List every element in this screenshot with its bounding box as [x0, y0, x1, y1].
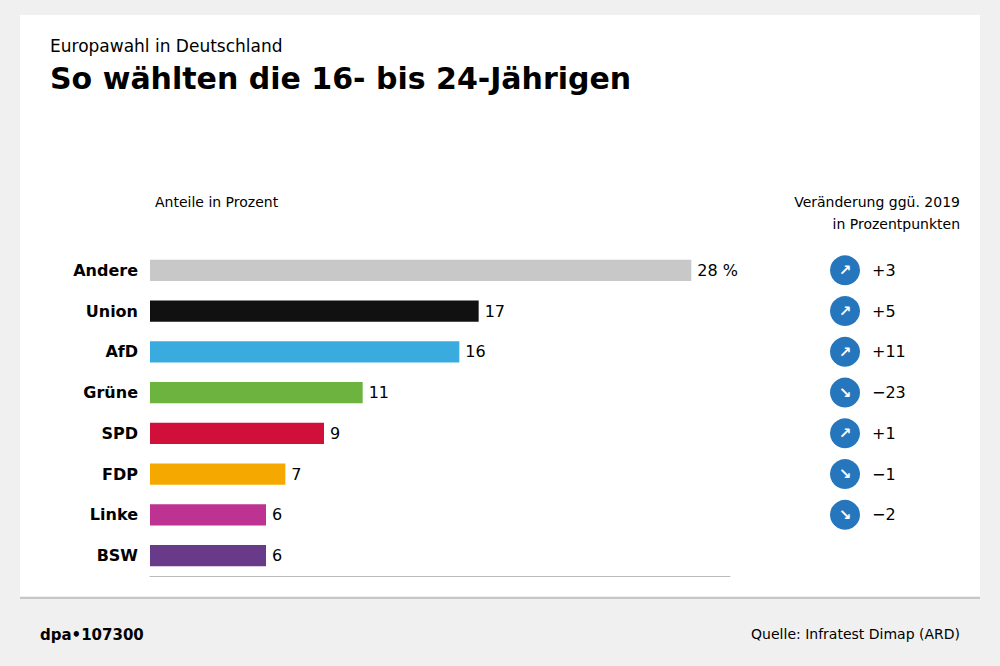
svg-text:So wählten die 16- bis 24-Jähr: So wählten die 16- bis 24-Jährigen [50, 61, 631, 96]
svg-text:↘: ↘ [839, 465, 852, 483]
svg-text:17: 17 [485, 302, 505, 321]
svg-text:28 %: 28 % [697, 261, 738, 280]
svg-text:16: 16 [465, 342, 485, 361]
svg-text:Linke: Linke [90, 505, 138, 524]
svg-text:Grüne: Grüne [83, 383, 138, 402]
svg-text:−1: −1 [872, 465, 896, 484]
svg-text:6: 6 [272, 546, 282, 565]
svg-text:−23: −23 [872, 383, 906, 402]
svg-text:11: 11 [369, 383, 389, 402]
svg-text:SPD: SPD [101, 424, 138, 443]
svg-text:Union: Union [86, 302, 138, 321]
svg-text:↗: ↗ [839, 302, 852, 320]
svg-text:Europawahl in Deutschland: Europawahl in Deutschland [50, 36, 283, 56]
svg-text:+1: +1 [872, 424, 896, 443]
svg-text:↗: ↗ [839, 424, 852, 442]
svg-text:6: 6 [272, 505, 282, 524]
svg-text:Anteile in Prozent: Anteile in Prozent [155, 194, 279, 210]
svg-text:+11: +11 [872, 342, 906, 361]
svg-text:Veränderung ggü. 2019: Veränderung ggü. 2019 [794, 194, 960, 210]
svg-text:AfD: AfD [105, 342, 138, 361]
svg-text:in Prozentpunkten: in Prozentpunkten [833, 216, 960, 232]
svg-text:7: 7 [291, 465, 301, 484]
svg-text:FDP: FDP [102, 465, 138, 484]
svg-text:dpa•107300: dpa•107300 [40, 626, 144, 644]
svg-text:BSW: BSW [97, 546, 139, 565]
svg-text:↗: ↗ [839, 261, 852, 279]
svg-text:9: 9 [330, 424, 340, 443]
svg-text:↘: ↘ [839, 384, 852, 402]
svg-text:↗: ↗ [839, 343, 852, 361]
svg-text:+3: +3 [872, 261, 896, 280]
svg-text:Andere: Andere [73, 261, 138, 280]
svg-text:↘: ↘ [839, 506, 852, 524]
svg-text:Quelle: Infratest Dimap (ARD): Quelle: Infratest Dimap (ARD) [751, 626, 960, 642]
svg-text:+5: +5 [872, 302, 896, 321]
svg-text:−2: −2 [872, 505, 896, 524]
